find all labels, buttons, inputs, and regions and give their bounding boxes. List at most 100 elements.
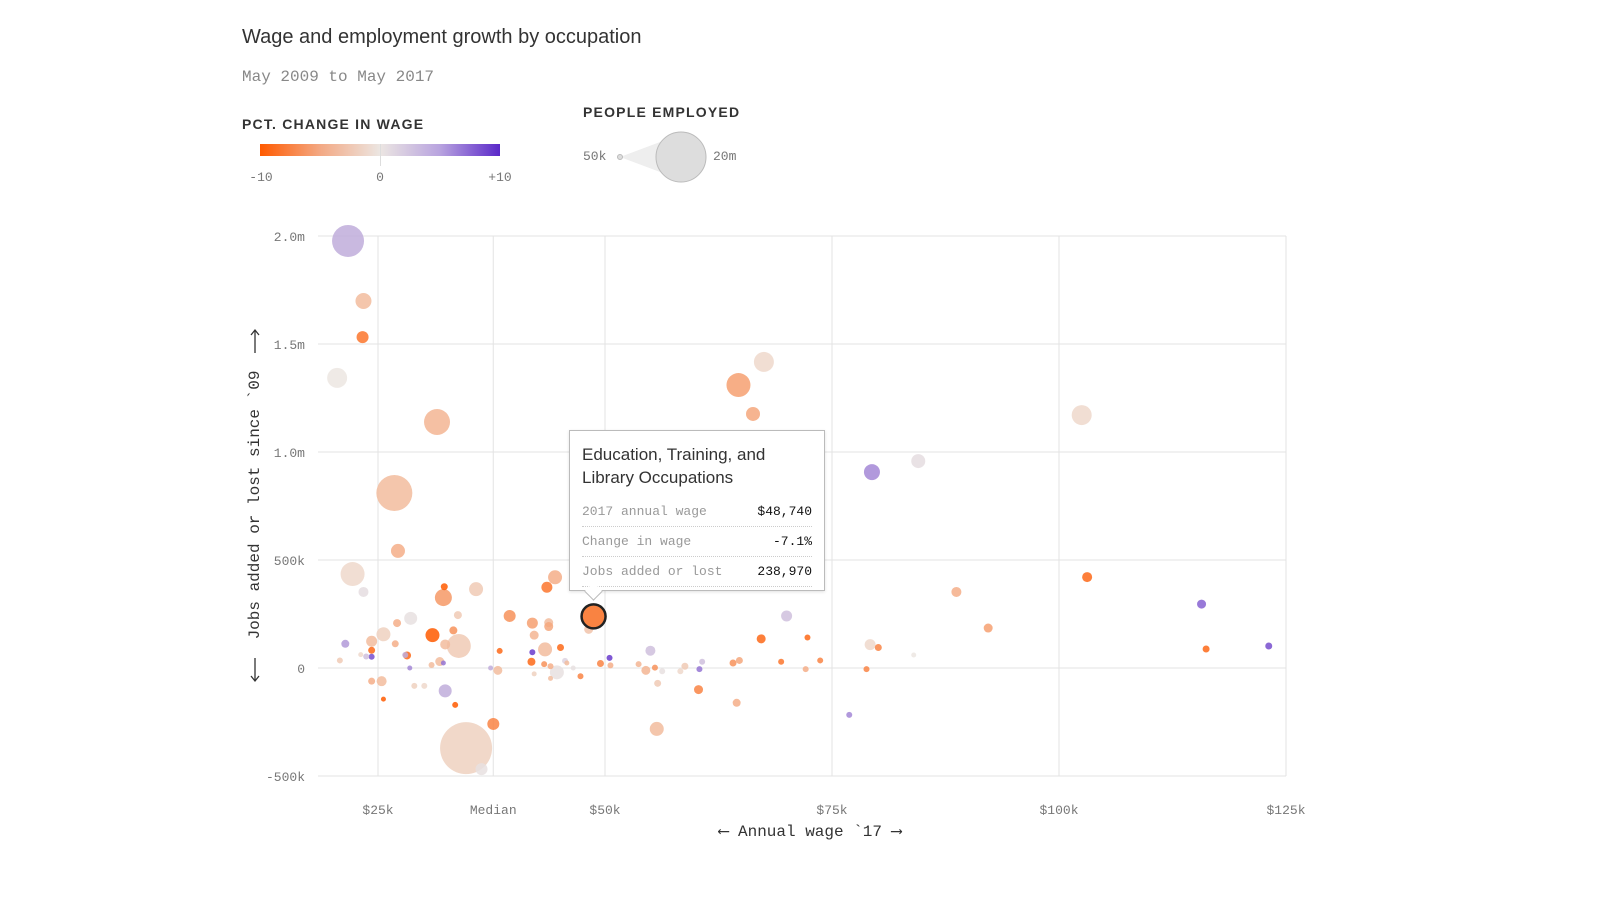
tooltip-label: Change in wage	[582, 534, 692, 549]
x-tick-label: Median	[470, 803, 517, 818]
data-point	[358, 586, 369, 597]
data-point	[503, 609, 516, 622]
data-point	[557, 643, 565, 651]
data-point	[694, 685, 704, 695]
data-point	[911, 454, 926, 469]
data-point	[541, 581, 553, 593]
data-point	[641, 665, 651, 675]
data-point	[332, 224, 365, 257]
data-point	[341, 639, 350, 648]
data-point	[654, 679, 662, 687]
data-point	[453, 611, 462, 620]
data-point	[778, 658, 785, 665]
data-point	[781, 610, 793, 622]
data-point	[376, 676, 387, 687]
y-axis-label: Jobs added or lost since `09	[246, 371, 264, 640]
data-point	[635, 661, 642, 668]
tooltip-value: $48,740	[757, 504, 812, 519]
chart-subtitle: May 2009 to May 2017	[242, 68, 435, 86]
data-point	[527, 657, 536, 666]
data-point	[547, 663, 554, 670]
data-point	[651, 664, 658, 671]
data-point	[376, 475, 413, 512]
y-tick-label: -500k	[266, 770, 305, 785]
y-tick-label: 2.0m	[274, 230, 305, 245]
data-point	[493, 665, 503, 675]
data-point	[726, 373, 751, 398]
tooltip: Education, Training, and Library Occupat…	[569, 430, 825, 601]
data-point	[645, 645, 656, 656]
size-legend-max: 20m	[713, 149, 737, 164]
data-point	[358, 652, 364, 658]
data-point	[390, 543, 405, 558]
data-point	[863, 666, 870, 673]
data-point	[549, 665, 564, 680]
y-axis-down-arrow-icon	[250, 658, 260, 683]
data-point	[336, 657, 343, 664]
data-point	[570, 665, 576, 671]
tooltip-value: 238,970	[757, 564, 812, 579]
color-legend-zero-tick	[380, 144, 381, 166]
data-point	[735, 656, 743, 664]
data-point	[469, 582, 484, 597]
data-point	[538, 642, 553, 657]
data-point	[356, 331, 369, 344]
data-point	[411, 682, 418, 689]
color-legend-tick: -10	[249, 170, 273, 185]
y-tick-label: 0	[297, 662, 305, 677]
data-point	[649, 721, 664, 736]
data-point	[911, 652, 917, 658]
data-point	[402, 652, 409, 659]
x-tick-label: $100k	[1039, 803, 1078, 818]
data-point	[446, 633, 471, 658]
data-point	[1082, 572, 1093, 583]
data-point	[577, 673, 584, 680]
data-point	[526, 617, 538, 629]
data-point	[355, 293, 372, 310]
tooltip-row-change: Change in wage -7.1%	[582, 527, 812, 557]
data-point	[804, 634, 811, 641]
x-tick-label: $75k	[816, 803, 847, 818]
data-point	[864, 639, 876, 651]
data-point	[846, 711, 853, 718]
data-point	[440, 639, 451, 650]
data-point	[391, 640, 399, 648]
size-legend-min: 50k	[583, 149, 607, 164]
tooltip-label: 2017 annual wage	[582, 504, 707, 519]
x-tick-label: $50k	[589, 803, 620, 818]
data-point	[380, 696, 386, 702]
y-tick-label: 1.0m	[274, 446, 305, 461]
y-tick-label: 500k	[274, 554, 305, 569]
data-point	[541, 661, 548, 668]
size-legend-glyph	[617, 131, 707, 183]
data-point	[548, 675, 554, 681]
data-point	[452, 701, 459, 708]
data-point	[863, 464, 880, 481]
data-point	[529, 649, 536, 656]
data-point	[425, 628, 440, 643]
y-tick-label: 1.5m	[274, 338, 305, 353]
data-point	[496, 647, 503, 654]
tooltip-value: -7.1%	[772, 534, 812, 549]
data-point	[368, 677, 376, 685]
y-axis-up-arrow-icon	[250, 328, 260, 353]
x-axis-label: ⟵ Annual wage `17 ⟶	[718, 823, 903, 841]
data-point	[596, 659, 604, 667]
size-legend-title: PEOPLE EMPLOYED	[583, 104, 741, 120]
data-point	[487, 717, 500, 730]
chart-title: Wage and employment growth by occupation	[242, 26, 642, 48]
size-legend-cone	[620, 139, 668, 175]
data-point	[340, 562, 365, 587]
data-point	[756, 634, 766, 644]
data-point	[440, 583, 448, 591]
data-point	[440, 722, 493, 775]
highlighted-data-point	[580, 603, 607, 630]
data-point	[407, 665, 413, 671]
size-legend-large-circle	[655, 131, 707, 183]
data-point	[1265, 642, 1273, 650]
data-point	[544, 622, 554, 632]
data-point	[753, 351, 774, 372]
data-point	[951, 586, 962, 597]
data-point	[606, 654, 613, 661]
data-point	[1202, 645, 1210, 653]
